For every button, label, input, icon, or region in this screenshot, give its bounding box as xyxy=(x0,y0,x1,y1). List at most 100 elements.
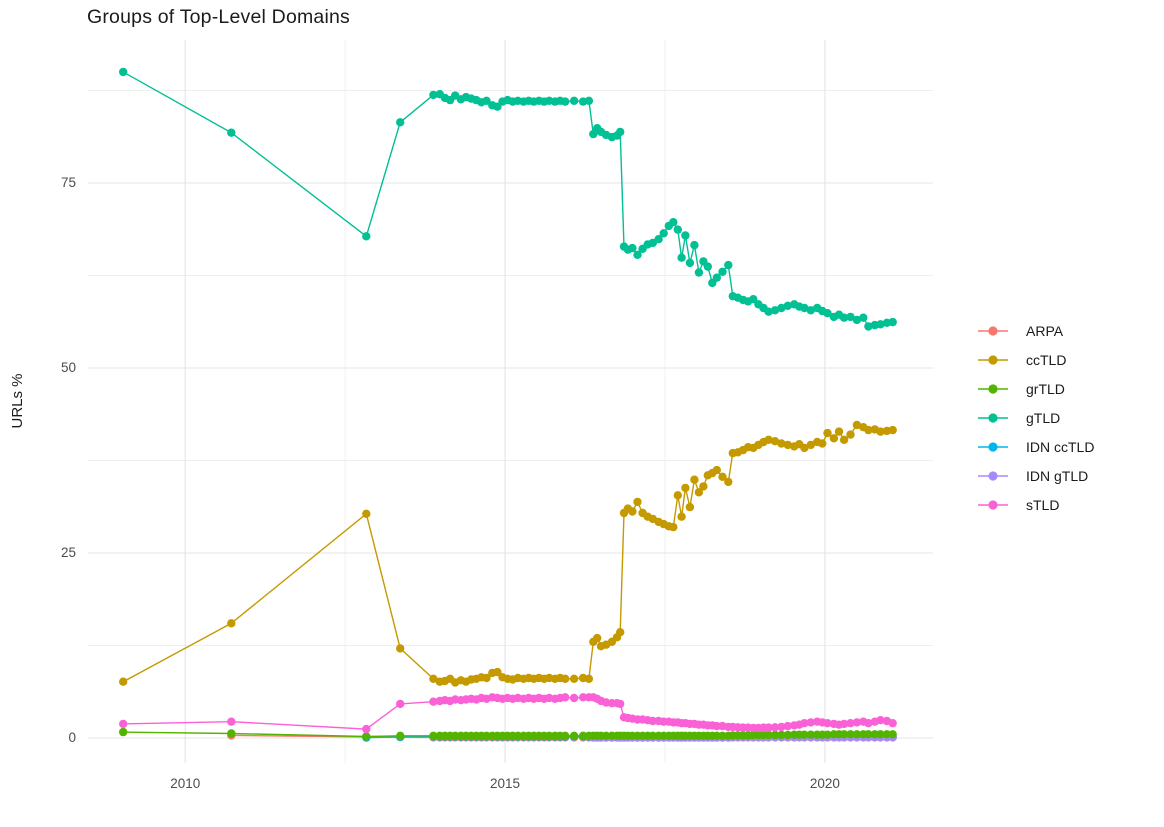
data-point xyxy=(783,730,792,740)
data-point xyxy=(888,317,897,327)
data-point xyxy=(839,719,849,729)
legend-item-arpa: ARPA xyxy=(976,321,1094,341)
data-point xyxy=(362,732,371,741)
data-point xyxy=(718,731,727,740)
data-point xyxy=(770,306,780,315)
data-point xyxy=(846,730,855,739)
data-point xyxy=(864,322,873,331)
data-point xyxy=(859,313,868,322)
data-point xyxy=(482,673,491,683)
legend-item-idn-cctld: IDN ccTLD xyxy=(976,437,1094,457)
series-cctld xyxy=(119,420,897,687)
data-point xyxy=(616,127,625,137)
data-point xyxy=(482,96,491,106)
data-point xyxy=(806,306,815,315)
data-point xyxy=(396,731,405,740)
data-point xyxy=(628,243,637,253)
data-point xyxy=(227,619,236,628)
data-point xyxy=(839,435,849,444)
data-point xyxy=(429,90,438,100)
data-point xyxy=(482,731,491,740)
data-point xyxy=(712,465,721,475)
data-point xyxy=(724,260,733,270)
data-point xyxy=(673,491,682,500)
x-tick-label-2015: 2015 xyxy=(490,776,521,791)
data-point xyxy=(712,273,721,282)
data-point xyxy=(633,497,642,507)
y-tick-label-25: 25 xyxy=(60,544,76,560)
legend: ARPA ccTLD grTLD gTLD IDN ccTLD IDN gTLD sTLD xyxy=(976,321,1094,515)
data-point xyxy=(852,730,862,739)
data-point xyxy=(783,440,792,450)
data-point xyxy=(846,719,855,728)
data-point xyxy=(777,722,786,732)
data-point xyxy=(628,507,637,516)
series-line xyxy=(122,424,893,684)
data-point xyxy=(823,428,832,438)
x-tick-label-2020: 2020 xyxy=(809,776,840,791)
data-point xyxy=(724,477,733,487)
data-point xyxy=(864,719,873,728)
data-point xyxy=(718,267,727,276)
data-point xyxy=(777,303,786,313)
legend-item-cctld: ccTLD xyxy=(976,350,1094,370)
data-point xyxy=(569,693,579,703)
data-point xyxy=(681,483,690,493)
data-point xyxy=(764,307,773,316)
data-point xyxy=(648,731,657,740)
data-point xyxy=(694,488,704,497)
data-point xyxy=(616,699,625,709)
y-axis-title: URLs % xyxy=(9,373,26,429)
data-point xyxy=(888,719,897,728)
data-point xyxy=(227,717,236,726)
chart-title: Groups of Top-Level Domains xyxy=(87,6,351,28)
data-point xyxy=(578,693,588,702)
legend-label-grtld: grTLD xyxy=(1026,381,1065,397)
data-point xyxy=(119,727,128,737)
data-point xyxy=(829,434,839,443)
data-point xyxy=(677,253,686,262)
data-point xyxy=(593,633,602,643)
data-point xyxy=(882,730,892,739)
data-point xyxy=(764,435,773,444)
data-point xyxy=(648,716,657,726)
data-point xyxy=(876,427,885,436)
data-point xyxy=(396,644,405,653)
data-point xyxy=(888,730,897,739)
data-point xyxy=(673,225,682,234)
data-point xyxy=(834,427,844,436)
data-point xyxy=(690,475,699,484)
data-point xyxy=(569,674,579,683)
data-point xyxy=(690,240,699,250)
data-point xyxy=(846,430,855,439)
series-line xyxy=(122,71,893,328)
data-point xyxy=(800,730,809,739)
data-point xyxy=(783,721,792,731)
legend-key-stld xyxy=(978,500,1008,510)
data-point xyxy=(764,723,773,732)
data-point xyxy=(362,509,371,518)
data-point xyxy=(669,218,678,227)
data-point xyxy=(777,730,786,740)
data-point xyxy=(823,730,832,739)
data-point xyxy=(227,128,236,137)
data-point xyxy=(800,719,809,728)
data-point xyxy=(561,693,570,702)
legend-item-idn-gtld: IDN gTLD xyxy=(976,466,1094,486)
data-point xyxy=(493,102,502,111)
legend-key-cctld xyxy=(978,355,1008,365)
data-point xyxy=(852,315,862,325)
data-point xyxy=(685,502,695,512)
data-point xyxy=(703,262,712,271)
data-point xyxy=(823,719,832,728)
data-point xyxy=(685,258,695,268)
data-point xyxy=(362,724,371,734)
x-tick-label-2010: 2010 xyxy=(170,776,201,791)
data-point xyxy=(119,677,128,686)
data-point xyxy=(839,730,849,739)
data-point xyxy=(601,731,611,740)
data-point xyxy=(749,295,758,304)
y-tick-label-0: 0 xyxy=(68,729,76,745)
